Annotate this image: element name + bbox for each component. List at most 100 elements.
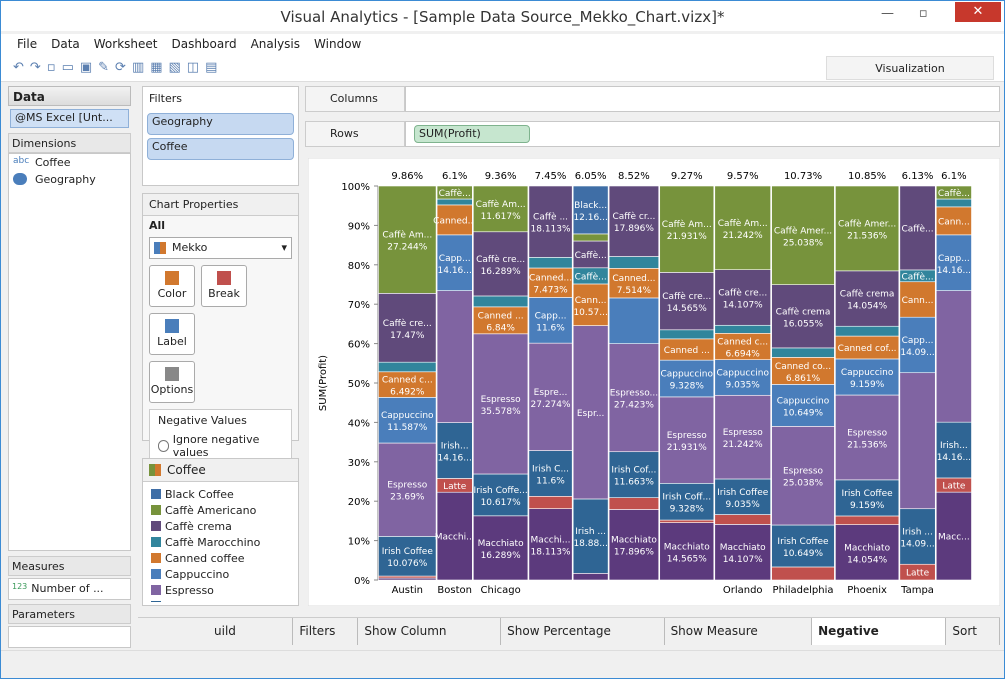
segment[interactable] (473, 295, 529, 308)
segment[interactable] (935, 185, 972, 200)
tab[interactable]: uild Chart (208, 618, 294, 664)
tab[interactable]: Show Measure Label (665, 618, 813, 664)
segment[interactable] (528, 297, 573, 344)
segment[interactable] (771, 426, 835, 526)
segment[interactable] (528, 257, 573, 269)
segment[interactable] (835, 524, 900, 581)
segment[interactable] (835, 185, 900, 272)
segment[interactable] (714, 324, 771, 334)
segment[interactable] (659, 396, 715, 484)
menu-item[interactable]: Analysis (250, 37, 301, 51)
segment[interactable] (659, 185, 715, 273)
segment[interactable] (714, 359, 771, 396)
segment[interactable] (473, 473, 529, 517)
toolbar-icons[interactable]: ↶↷▫▭▣✎⟳▥▦▧◫▤ (13, 60, 224, 75)
visualization-tab[interactable]: Visualization (826, 56, 994, 80)
segment[interactable] (899, 281, 936, 318)
segment[interactable] (572, 240, 609, 269)
menu-item[interactable]: File (17, 37, 38, 51)
segment[interactable] (608, 497, 660, 510)
segment[interactable] (608, 256, 660, 269)
segment[interactable] (714, 514, 771, 525)
legend-item[interactable]: Caffè crema (151, 518, 278, 534)
property-button[interactable]: Break (201, 265, 247, 307)
segment[interactable] (378, 185, 437, 294)
segment[interactable] (835, 358, 900, 396)
segment[interactable] (528, 267, 573, 298)
legend-item[interactable]: Caffè Marocchino (151, 534, 278, 550)
segment[interactable] (899, 185, 936, 271)
segment[interactable] (835, 394, 900, 481)
segment[interactable] (473, 333, 529, 475)
tab[interactable]: Show Column Label (358, 618, 502, 664)
legend-item[interactable]: Irish Coffee (151, 598, 278, 602)
segment[interactable] (714, 185, 771, 270)
menu-item[interactable]: Window (314, 37, 362, 51)
segment[interactable] (899, 316, 936, 374)
menu-item[interactable]: Worksheet (93, 37, 158, 51)
segment[interactable] (436, 491, 473, 581)
segment[interactable] (436, 234, 473, 291)
segment[interactable] (572, 498, 609, 574)
property-button[interactable]: Color (149, 265, 195, 307)
segment[interactable] (378, 536, 437, 577)
window-controls[interactable]: — ▫ (881, 6, 928, 21)
segment[interactable] (771, 566, 835, 581)
legend-item[interactable]: Caffè Americano (151, 502, 278, 518)
segment[interactable] (378, 361, 437, 373)
segment[interactable] (771, 524, 835, 568)
segment[interactable] (835, 479, 900, 517)
segment[interactable] (378, 371, 437, 398)
segment[interactable] (899, 372, 936, 510)
segment[interactable] (714, 333, 771, 360)
segment[interactable] (608, 185, 660, 257)
segment[interactable] (835, 325, 900, 337)
segment[interactable] (935, 198, 972, 208)
property-button[interactable]: Label (149, 313, 195, 355)
segment[interactable] (473, 515, 529, 581)
legend-item[interactable]: Espresso (151, 582, 278, 598)
segment[interactable] (572, 233, 609, 242)
dimension-item[interactable]: Geography (9, 171, 130, 188)
segment[interactable] (771, 384, 835, 427)
segment[interactable] (436, 422, 473, 479)
segment[interactable] (771, 357, 835, 385)
segment[interactable] (473, 185, 529, 233)
menu-item[interactable]: Data (51, 37, 80, 51)
tab[interactable]: Filters (293, 618, 359, 645)
segment[interactable] (771, 284, 835, 349)
segment[interactable] (528, 185, 573, 258)
data-source[interactable]: @MS Excel [Unt... (10, 109, 129, 128)
segment[interactable] (835, 270, 900, 327)
segment[interactable] (714, 394, 771, 480)
segment[interactable] (659, 272, 715, 331)
segment[interactable] (473, 231, 529, 297)
segment[interactable] (528, 450, 573, 497)
rows-pill[interactable]: SUM(Profit) (414, 125, 530, 143)
radio-option[interactable]: Ignore negative values (158, 433, 283, 459)
segment[interactable] (473, 306, 529, 335)
property-button[interactable]: Options (149, 361, 195, 403)
segment[interactable] (572, 325, 609, 500)
segment[interactable] (436, 290, 473, 423)
segment[interactable] (436, 204, 473, 236)
columns-drop[interactable] (405, 86, 1000, 112)
legend-item[interactable]: Black Coffee (151, 486, 278, 502)
segment[interactable] (899, 508, 936, 565)
segment[interactable] (771, 185, 835, 285)
segment[interactable] (935, 491, 972, 581)
segment[interactable] (608, 509, 660, 581)
tab[interactable]: Sort (946, 618, 1001, 645)
segment[interactable] (771, 347, 835, 358)
legend-item[interactable]: Canned coffee (151, 550, 278, 566)
segment[interactable] (935, 421, 972, 479)
segment[interactable] (659, 359, 715, 398)
segment[interactable] (572, 573, 609, 581)
chart-type-select[interactable]: Mekko ▾ (149, 237, 292, 259)
filter-pill[interactable]: Coffee (147, 138, 294, 160)
measure-item[interactable]: 123 Number of ... (9, 579, 130, 598)
legend-item[interactable]: Cappuccino (151, 566, 278, 582)
segment[interactable] (528, 508, 573, 581)
segment[interactable] (378, 293, 437, 363)
segment[interactable] (528, 496, 573, 509)
